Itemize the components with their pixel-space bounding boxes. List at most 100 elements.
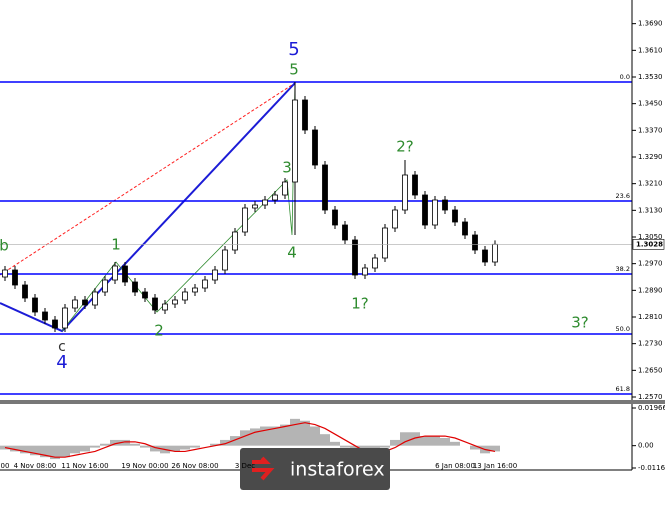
wave-label: 5 (288, 39, 299, 60)
candle-body (432, 199, 438, 226)
histogram-bar (270, 426, 280, 446)
candle-body (352, 239, 358, 276)
histogram-bar (420, 436, 430, 446)
y-tick-label: 1.3610 (638, 46, 663, 54)
candle-body (172, 299, 178, 305)
fib-label: 23.6 (616, 192, 630, 200)
histogram-bar (410, 432, 420, 446)
histogram-bar (330, 441, 340, 446)
y-tick-label: 1.3210 (638, 180, 663, 188)
wave-label: 5 (289, 61, 299, 79)
wave-label: 1? (351, 295, 369, 313)
histogram-bar (230, 436, 240, 446)
candle-body (222, 249, 228, 271)
x-tick-label: 13 Jan 16:00 (473, 462, 517, 470)
x-tick-label: 26 Nov 08:00 (171, 462, 218, 470)
histogram-bar (250, 428, 260, 446)
histogram-bar (320, 434, 330, 446)
y-tick-label: 1.2890 (638, 286, 663, 294)
histogram-bar (150, 445, 160, 452)
candle-body (342, 224, 348, 241)
candle-body (402, 174, 408, 211)
histogram-bar (300, 420, 310, 446)
histogram-bar (110, 439, 120, 446)
y-tick-label: 1.3370 (638, 126, 663, 134)
indicator-panel (0, 418, 500, 460)
candle-body (242, 207, 248, 233)
histogram-bar (380, 445, 390, 448)
candle-body (42, 311, 48, 321)
candle-body (32, 297, 38, 313)
histogram-bar (120, 439, 130, 446)
candle-body (312, 129, 318, 166)
price-panel: 0.0 23.6 38.2 50.0 61.8 (0, 73, 632, 395)
histogram-bar (450, 441, 460, 446)
histogram-bar (260, 426, 270, 446)
y-tick-label: 1.2570 (638, 393, 663, 401)
panel-separator (0, 400, 665, 404)
wave-label: 4 (56, 352, 67, 373)
x-tick-label: 19 Nov 00:00 (121, 462, 168, 470)
histogram-bar (310, 426, 320, 446)
histogram-bar (440, 438, 450, 446)
candle-body (162, 303, 168, 311)
wave-label: 2 (154, 322, 164, 340)
histogram-bar (100, 443, 110, 446)
candle-body (62, 307, 68, 329)
histogram-bar (470, 445, 480, 450)
histogram-bar (210, 443, 220, 446)
fib-label: 0.0 (620, 73, 630, 81)
candle-body (322, 164, 328, 211)
histogram-bar (90, 445, 100, 448)
candle-body (362, 267, 368, 276)
watermark-icon (252, 456, 275, 481)
candle-body (452, 209, 458, 223)
histogram-bar (430, 436, 440, 446)
signal-line (4, 422, 496, 458)
wave-label: 2? (396, 138, 414, 156)
fib-label: 61.8 (616, 385, 630, 393)
y-tick-label: 1.3530 (638, 73, 663, 81)
candle-body (262, 199, 268, 206)
candle-body (122, 265, 128, 283)
x-tick-label: 4 Nov 08:00 (14, 462, 57, 470)
x-tick-label: 3 Dec (235, 462, 255, 470)
histogram-bar (170, 445, 180, 452)
candle-body (152, 297, 158, 311)
candle-body (202, 279, 208, 289)
fib-label: 50.0 (616, 325, 630, 333)
candle-body (282, 181, 288, 196)
candle-body (392, 209, 398, 229)
wave-label: 3? (571, 314, 589, 332)
candle-body (272, 194, 278, 201)
histogram-bar (490, 445, 500, 452)
y-tick-label: 1.3690 (638, 20, 663, 28)
x-tick-label: 6 Jan 08:00 (435, 462, 475, 470)
candle-body (112, 265, 118, 281)
wave-label: 1 (111, 236, 121, 254)
candle-body (72, 299, 78, 309)
histogram-bar (390, 439, 400, 446)
histogram-bar (190, 445, 200, 448)
y-tick-label: 1.3290 (638, 153, 663, 161)
candle-body (92, 291, 98, 306)
candle-body (412, 174, 418, 196)
candle-body (372, 257, 378, 269)
histogram-bar (80, 445, 90, 452)
histogram-bar (180, 445, 190, 450)
watermark: instaforex (240, 448, 390, 490)
candle-body (2, 269, 8, 278)
fib-label: 38.2 (616, 265, 630, 273)
y-tick-label: 1.2810 (638, 313, 663, 321)
candle-body (462, 221, 468, 236)
histogram-bar (140, 445, 150, 448)
candle-body (192, 287, 198, 293)
candle-body (102, 279, 108, 293)
candle-body (292, 99, 298, 183)
candle-body (12, 269, 18, 286)
wave-dashed-line (0, 82, 296, 276)
y-tick-label: 1.2730 (638, 340, 663, 348)
y-tick-label: -0.01165 (638, 464, 665, 472)
